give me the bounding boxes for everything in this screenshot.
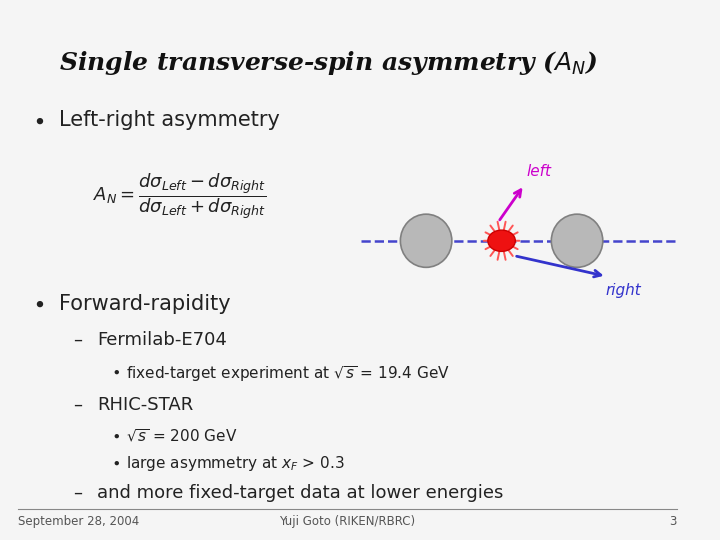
Text: and more fixed-target data at lower energies: and more fixed-target data at lower ener… xyxy=(96,484,503,502)
Text: –: – xyxy=(73,331,82,349)
Text: $\bullet$: $\bullet$ xyxy=(110,455,120,469)
Text: Fermilab-E704: Fermilab-E704 xyxy=(96,331,227,349)
Ellipse shape xyxy=(552,214,603,267)
Text: $\bullet$: $\bullet$ xyxy=(32,111,44,131)
Text: left: left xyxy=(527,164,552,179)
Text: 3: 3 xyxy=(669,515,677,528)
Text: Forward-rapidity: Forward-rapidity xyxy=(59,294,230,314)
Text: $\bullet$: $\bullet$ xyxy=(32,294,44,314)
Text: Left-right asymmetry: Left-right asymmetry xyxy=(59,111,280,131)
Text: $\bullet$: $\bullet$ xyxy=(110,428,120,443)
Text: large asymmetry at $x_F$ > 0.3: large asymmetry at $x_F$ > 0.3 xyxy=(126,455,345,474)
Circle shape xyxy=(488,230,516,252)
Text: $\sqrt{s}$ = 200 GeV: $\sqrt{s}$ = 200 GeV xyxy=(126,428,238,445)
Ellipse shape xyxy=(400,214,452,267)
Text: right: right xyxy=(606,283,641,298)
Text: Yuji Goto (RIKEN/RBRC): Yuji Goto (RIKEN/RBRC) xyxy=(279,515,415,528)
Text: Single transverse-spin asymmetry ($A_N$): Single transverse-spin asymmetry ($A_N$) xyxy=(59,49,598,77)
Text: –: – xyxy=(73,484,82,502)
Text: $A_N = \dfrac{d\sigma_{Left} - d\sigma_{Right}}{d\sigma_{Left} + d\sigma_{Right}: $A_N = \dfrac{d\sigma_{Left} - d\sigma_{… xyxy=(94,172,266,221)
Text: fixed-target experiment at $\sqrt{s}$ = 19.4 GeV: fixed-target experiment at $\sqrt{s}$ = … xyxy=(126,364,450,384)
Text: September 28, 2004: September 28, 2004 xyxy=(18,515,139,528)
Text: RHIC-STAR: RHIC-STAR xyxy=(96,396,193,414)
Text: $\bullet$: $\bullet$ xyxy=(110,364,120,379)
Text: –: – xyxy=(73,396,82,414)
